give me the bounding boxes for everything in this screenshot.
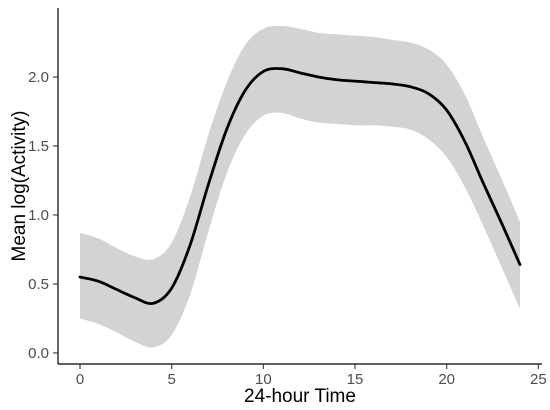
y-tick-label: 0.5 (28, 276, 49, 293)
y-ticks: 0.0 0.5 1.0 1.5 2.0 (28, 69, 58, 362)
y-tick-label: 2.0 (28, 69, 49, 86)
y-tick-label: 1.0 (28, 207, 49, 224)
confidence-band (80, 25, 520, 348)
x-tick-label: 20 (438, 371, 455, 388)
x-tick-label: 5 (167, 371, 175, 388)
confidence-band-layer (80, 25, 520, 348)
x-tick-label: 25 (530, 371, 547, 388)
mean-line-layer (78, 67, 522, 306)
y-tick-label: 0.0 (28, 345, 49, 362)
mean-line (78, 67, 522, 306)
y-tick-label: 1.5 (28, 138, 49, 155)
x-tick-label: 10 (255, 371, 272, 388)
x-tick-label: 15 (347, 371, 364, 388)
y-axis-title: Mean log(Activity) (9, 111, 30, 262)
x-ticks: 0 5 10 15 20 25 (76, 364, 547, 388)
x-axis-title: 24-hour Time (244, 386, 356, 407)
x-tick-label: 0 (76, 371, 84, 388)
